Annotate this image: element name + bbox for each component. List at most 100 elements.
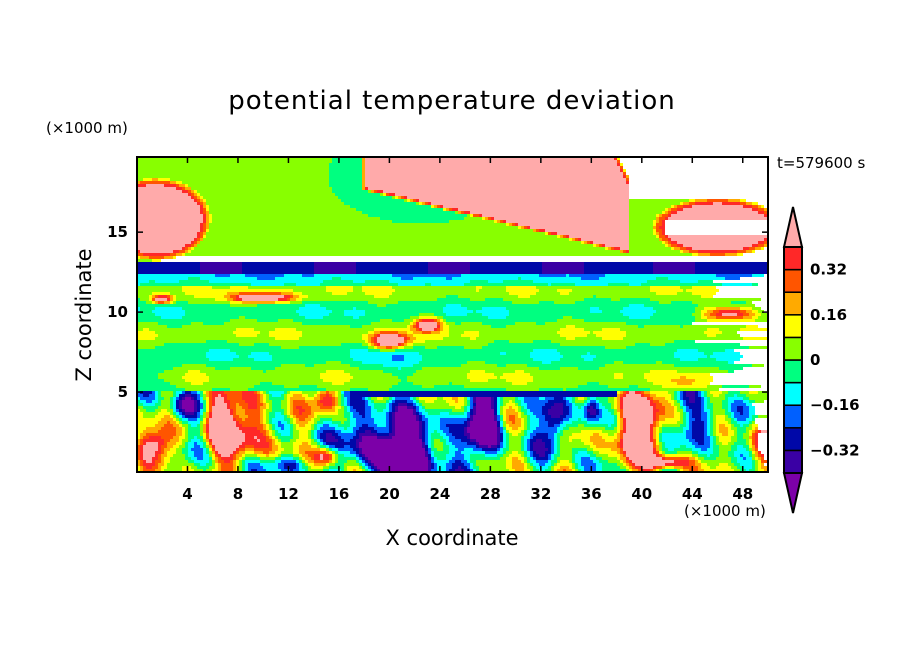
contour-cell — [524, 433, 527, 436]
contour-cell — [152, 400, 158, 403]
contour-cell — [329, 457, 332, 460]
contour-cell — [137, 469, 140, 472]
contour-cell — [332, 277, 341, 280]
contour-cell — [614, 427, 617, 430]
contour-cell — [200, 391, 203, 394]
contour-cell — [509, 424, 521, 427]
contour-cell — [683, 427, 689, 430]
contour-cell — [425, 202, 428, 205]
contour-cell — [626, 463, 629, 466]
contour-cell — [347, 292, 365, 295]
contour-cell — [581, 277, 599, 280]
contour-cell — [242, 466, 245, 469]
contour-cell — [491, 400, 494, 403]
contour-cell — [671, 214, 764, 217]
contour-cell — [479, 214, 482, 217]
contour-cell — [677, 370, 728, 373]
contour-cell — [734, 415, 749, 418]
contour-cell — [623, 451, 626, 454]
contour-cell — [470, 469, 473, 472]
contour-cell — [266, 397, 269, 400]
contour-cell — [167, 409, 173, 412]
contour-cell — [623, 391, 626, 394]
contour-cell — [602, 430, 617, 433]
contour-cell — [542, 409, 548, 412]
contour-cell — [200, 193, 335, 196]
contour-cell — [677, 244, 683, 247]
contour-cell — [179, 394, 185, 397]
contour-cell — [704, 400, 707, 403]
contour-cell — [434, 460, 449, 463]
contour-cell — [704, 391, 707, 394]
contour-cell — [260, 457, 275, 460]
contour-cell — [416, 328, 419, 331]
contour-cell — [551, 466, 554, 469]
contour-cell — [374, 469, 377, 472]
contour-cell — [344, 382, 398, 385]
contour-cell — [293, 442, 302, 445]
contour-cell — [731, 403, 746, 406]
contour-cell — [530, 355, 563, 358]
contour-cell — [611, 406, 614, 409]
contour-cell — [146, 400, 152, 403]
contour-cell — [602, 463, 617, 466]
contour-cell — [443, 322, 446, 325]
contour-cell — [449, 208, 452, 211]
contour-cell — [197, 232, 200, 235]
contour-cell — [284, 415, 287, 418]
contour-cell — [758, 454, 761, 457]
contour-cell — [623, 307, 653, 310]
contour-cell — [587, 382, 599, 385]
contour-cell — [458, 466, 461, 469]
contour-cell — [722, 331, 737, 334]
contour-cell — [740, 328, 767, 331]
contour-cell — [326, 289, 353, 292]
contour-cell — [338, 439, 344, 442]
contour-cell — [368, 403, 374, 406]
contour-cell — [209, 403, 212, 406]
contour-cell — [320, 442, 323, 445]
contour-cell — [560, 430, 563, 433]
contour-cell — [752, 418, 755, 421]
contour-cell — [137, 412, 143, 415]
contour-cell — [413, 331, 422, 334]
contour-cell — [368, 349, 380, 352]
contour-cell — [380, 217, 464, 220]
contour-cell — [464, 400, 467, 403]
contour-cell — [680, 247, 686, 250]
contour-cell — [629, 235, 656, 238]
contour-cell — [524, 427, 527, 430]
contour-cell — [596, 397, 608, 400]
contour-cell — [212, 439, 245, 442]
contour-cell — [194, 190, 197, 193]
contour-cell — [560, 292, 569, 295]
contour-cell — [722, 283, 752, 286]
contour-cell — [182, 409, 185, 412]
contour-cell — [677, 208, 683, 211]
contour-cell — [653, 430, 656, 433]
contour-cell — [269, 415, 275, 418]
contour-cell — [707, 310, 713, 313]
contour-cell — [695, 391, 698, 394]
contour-cell — [587, 400, 590, 403]
contour-cell — [236, 409, 245, 412]
contour-cell — [356, 424, 362, 427]
contour-cell — [479, 445, 488, 448]
contour-cell — [701, 403, 704, 406]
contour-cell — [335, 193, 380, 196]
contour-cell — [467, 418, 470, 421]
contour-cell — [548, 232, 551, 235]
contour-cell — [302, 454, 308, 457]
contour-cell — [737, 250, 746, 253]
contour-cell — [239, 469, 242, 472]
contour-cell — [497, 403, 500, 406]
contour-cell — [161, 394, 173, 397]
contour-cell — [581, 238, 629, 241]
contour-cell — [296, 463, 299, 466]
contour-cell — [512, 301, 539, 304]
contour-cell — [176, 409, 179, 412]
contour-cell — [170, 178, 329, 181]
contour-cell — [206, 208, 209, 211]
contour-cell — [548, 409, 563, 412]
contour-cell — [350, 352, 419, 355]
